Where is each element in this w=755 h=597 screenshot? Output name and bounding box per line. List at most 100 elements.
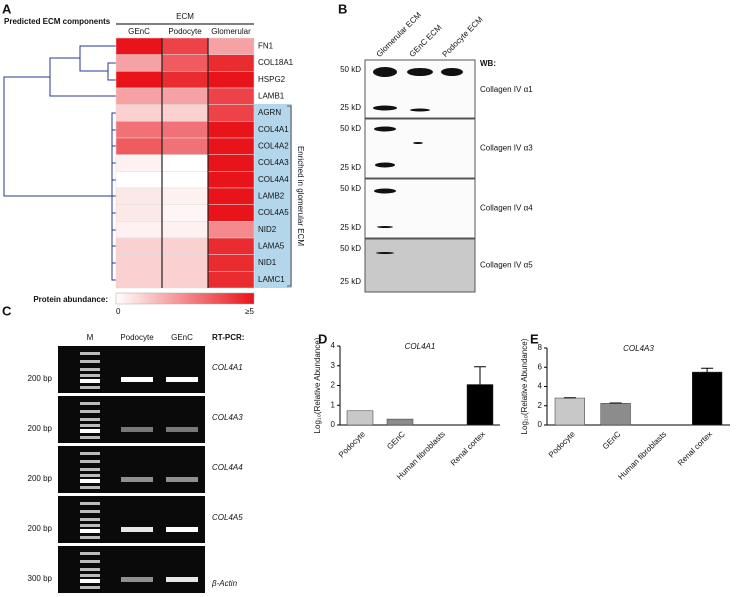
heatmap-cell <box>115 37 163 55</box>
blot-band <box>410 108 430 112</box>
ladder-band <box>80 568 100 571</box>
ladder-band <box>80 586 100 589</box>
heatmap-cell <box>115 137 163 155</box>
marker-label: 200 bp <box>28 374 53 383</box>
lane-label: GEnC <box>171 333 193 342</box>
row-label: LAMB2 <box>258 191 285 200</box>
antibody-label: Collagen IV α4 <box>480 204 533 213</box>
bar <box>692 371 723 426</box>
blot <box>364 178 476 239</box>
error-bar <box>701 367 714 373</box>
blot-band <box>373 67 397 77</box>
bar <box>346 410 374 426</box>
y-tick-label: 2 <box>331 381 336 390</box>
y-axis-label: Log₁₀(Relative Abundance) <box>520 338 529 434</box>
panel-label: B <box>338 1 347 16</box>
blot-band <box>376 252 394 254</box>
gel-band <box>166 527 198 532</box>
heatmap-cell <box>161 271 209 289</box>
ladder-band <box>80 460 100 463</box>
ladder-band <box>80 374 100 377</box>
gel-band <box>121 427 153 432</box>
row-label: COL4A5 <box>258 208 289 217</box>
ladder-band <box>80 510 100 513</box>
gel-band <box>166 377 198 382</box>
ladder-band <box>80 536 100 539</box>
y-tick-label: 8 <box>538 343 543 352</box>
bar <box>600 403 631 426</box>
y-tick-label: 6 <box>538 362 543 371</box>
row-label: COL4A3 <box>258 158 289 167</box>
ladder-band <box>80 579 100 583</box>
heatmap-cell <box>161 87 209 105</box>
heatmap-cell <box>161 237 209 255</box>
gel-band <box>166 427 198 432</box>
blot-band <box>374 188 396 194</box>
gel-band <box>121 477 153 482</box>
panel-label: E <box>530 331 539 346</box>
heatmap-cell <box>115 121 163 139</box>
row-label: AGRN <box>258 108 281 117</box>
heatmap-cell <box>207 271 255 289</box>
x-tick-label: Renal cortex <box>449 430 487 468</box>
heatmap-cell <box>161 154 209 172</box>
lane-label: GEnC ECM <box>408 23 444 59</box>
blot-band <box>441 68 463 76</box>
legend-tick-label: ≥5 <box>245 307 254 316</box>
blot-band <box>374 126 396 132</box>
row-label: COL18A1 <box>258 58 294 67</box>
heatmap-cell <box>207 237 255 255</box>
blot-band <box>407 68 433 76</box>
gel-band <box>121 377 153 382</box>
lane-label: Podocyte <box>120 333 154 342</box>
y-tick-label: 4 <box>538 382 543 391</box>
heatmap-cell <box>161 71 209 89</box>
error-bar <box>474 366 486 385</box>
legend-tick-label: 0 <box>116 307 121 316</box>
heatmap-cell <box>115 271 163 289</box>
wb-label: WB: <box>480 59 496 68</box>
ladder-band <box>80 486 100 489</box>
heatmap-cell <box>207 37 255 55</box>
row-label: COL4A2 <box>258 141 289 150</box>
method-label: RT-PCR: <box>212 333 244 342</box>
y-tick-label: 3 <box>331 361 336 370</box>
heatmap-cell <box>115 221 163 239</box>
gel-band <box>121 577 153 582</box>
heatmap-cell <box>161 204 209 222</box>
heatmap-cell <box>115 254 163 272</box>
heatmap-cell <box>115 54 163 72</box>
legend-title: Protein abundance: <box>33 295 108 304</box>
y-tick-label: 0 <box>538 420 543 429</box>
heatmap-cell <box>115 187 163 205</box>
heatmap-cell <box>115 154 163 172</box>
heatmap-cell <box>161 54 209 72</box>
ladder-band <box>80 379 100 383</box>
ladder-band <box>80 524 100 527</box>
ladder-band <box>80 468 100 471</box>
y-tick-label: 2 <box>538 401 543 410</box>
lane-label: M <box>87 333 94 342</box>
row-label: FN1 <box>258 41 274 50</box>
heatmap-cell <box>207 71 255 89</box>
dendrogram <box>3 45 116 281</box>
marker-label: 300 bp <box>28 574 53 583</box>
gene-label: β-Actin <box>211 579 238 588</box>
ladder-band <box>80 352 100 355</box>
marker-label: 200 bp <box>28 474 53 483</box>
row-label: NID2 <box>258 225 277 234</box>
blot-band <box>413 142 423 144</box>
y-tick-label: 0 <box>331 420 336 429</box>
x-tick-label: GEnC <box>385 429 407 451</box>
heatmap-cell <box>207 171 255 189</box>
heatmap-cell <box>115 204 163 222</box>
heatmap-cell <box>161 187 209 205</box>
ladder-band <box>80 552 100 555</box>
heatmap-cell <box>207 154 255 172</box>
panel-label: A <box>2 1 12 16</box>
heatmap-cell <box>115 104 163 122</box>
marker-label: 50 kD <box>340 65 361 74</box>
heatmap-cell <box>207 121 255 139</box>
legend-gradient <box>115 292 255 305</box>
